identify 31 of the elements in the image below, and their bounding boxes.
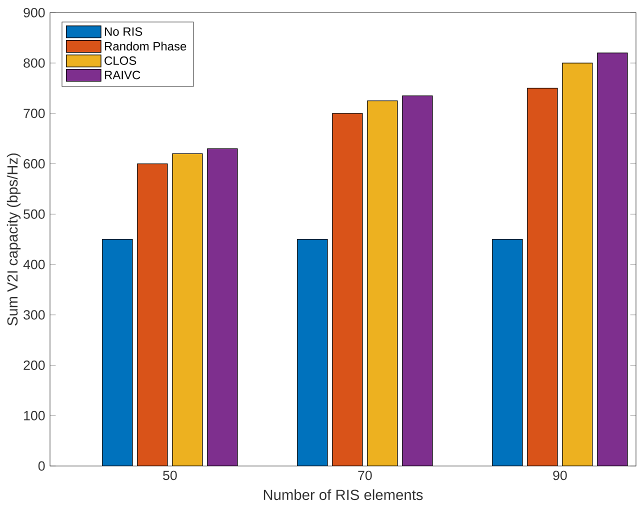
y-axis-title: Sum V2I capacity (bps/Hz)	[6, 153, 21, 326]
bar	[367, 100, 398, 466]
legend-label: CLOS	[104, 56, 136, 65]
y-tick-label: 900	[24, 8, 45, 18]
bar	[297, 238, 328, 466]
y-tick-label: 800	[24, 58, 45, 68]
y-tick-label: 600	[24, 159, 45, 168]
y-tick-label: 300	[24, 310, 45, 320]
bar	[597, 52, 628, 466]
x-tick-label: 50	[163, 470, 177, 480]
y-tick-label: 700	[24, 108, 45, 118]
bar	[207, 148, 238, 466]
y-tick-label: 200	[24, 360, 45, 370]
bar	[527, 88, 558, 466]
bar	[562, 62, 593, 466]
y-tick-label: 0	[38, 461, 45, 471]
x-axis-title: Number of RIS elements	[264, 489, 423, 500]
legend-label: No RIS	[104, 27, 142, 36]
y-tick-label: 400	[23, 260, 45, 270]
bar	[402, 95, 433, 466]
x-tick-label: 70	[358, 470, 372, 480]
bar	[332, 113, 363, 466]
bar	[172, 153, 203, 466]
x-tick-label: 90	[553, 470, 567, 480]
y-tick-label: 500	[24, 209, 45, 219]
bar	[102, 238, 133, 466]
legend-label: RAIVC	[104, 70, 140, 80]
bar	[137, 163, 168, 466]
y-tick-label: 100	[24, 410, 45, 420]
legend-label: Random Phase	[104, 42, 186, 51]
bar	[492, 238, 523, 466]
